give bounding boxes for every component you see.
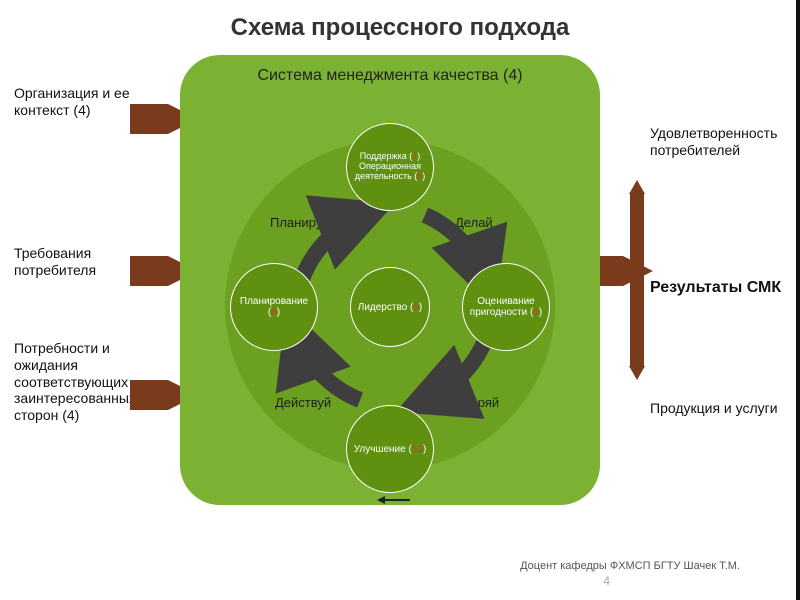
slide-right-edge: [796, 0, 800, 600]
diagram-title: Схема процессного подхода: [0, 14, 800, 42]
page-number: 4: [603, 574, 610, 588]
right-label-results: Результаты СМК: [650, 278, 790, 297]
node-bottom: Улучшение (10): [346, 405, 434, 493]
return-arrow: [375, 495, 415, 515]
node-right: Оценивание пригодности (9): [462, 263, 550, 351]
square-title: Система менеджмента качества (4): [180, 67, 600, 85]
right-label-products: Продукция и услуги: [650, 400, 790, 417]
node-left: Планирование (6): [230, 263, 318, 351]
arrow-vertical-right: [625, 180, 649, 380]
node-top: Поддержка (7) Операционная деятельность …: [346, 123, 434, 211]
footer-credit: Доцент кафедры ФХМСП БГТУ Шачек Т.М.: [520, 560, 740, 572]
main-diagram: Система менеджмента качества (4) Планиру…: [180, 55, 600, 505]
right-label-satisf: Удовлетворенность потребителей: [650, 125, 790, 159]
node-center: Лидерство (5): [350, 267, 430, 347]
